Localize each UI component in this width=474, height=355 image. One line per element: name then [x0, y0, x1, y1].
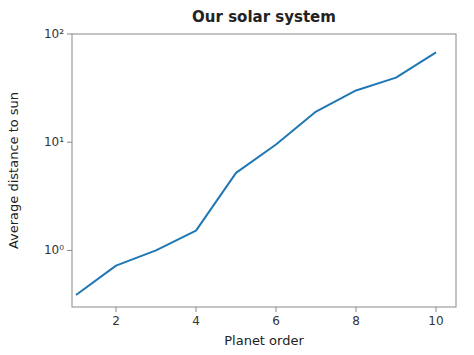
x-axis: 2 4 6 8 10 — [112, 307, 443, 328]
y-tick — [67, 34, 72, 35]
y-axis-label: Average distance to sun — [6, 92, 21, 249]
chart-container: 2 4 6 8 10 10⁰ 10¹ 10² Our solar system Planet or… — [0, 0, 474, 355]
x-tick — [356, 307, 357, 312]
y-axis: 10⁰ 10¹ 10² — [44, 27, 72, 257]
plot-area — [76, 52, 436, 295]
y-tick — [67, 142, 72, 143]
y-tick-label: 10² — [44, 27, 64, 41]
x-tick — [196, 307, 197, 312]
x-axis-label: Planet order — [224, 333, 304, 348]
x-tick-label: 6 — [272, 314, 280, 328]
y-tick-label: 10¹ — [44, 135, 64, 149]
chart: 2 4 6 8 10 10⁰ 10¹ 10² Our solar system Planet or… — [0, 0, 474, 355]
x-tick-label: 8 — [352, 314, 360, 328]
x-tick-label: 2 — [112, 314, 120, 328]
title: Our solar system — [192, 8, 336, 26]
background — [0, 0, 474, 355]
x-tick — [436, 307, 437, 312]
x-tick — [116, 307, 117, 312]
y-tick — [67, 250, 72, 251]
x-tick — [276, 307, 277, 312]
x-tick-label: 4 — [192, 314, 200, 328]
plot-frame — [72, 34, 456, 307]
y-tick-label: 10⁰ — [44, 243, 64, 257]
x-tick-label: 10 — [428, 314, 443, 328]
data-line — [76, 52, 436, 295]
